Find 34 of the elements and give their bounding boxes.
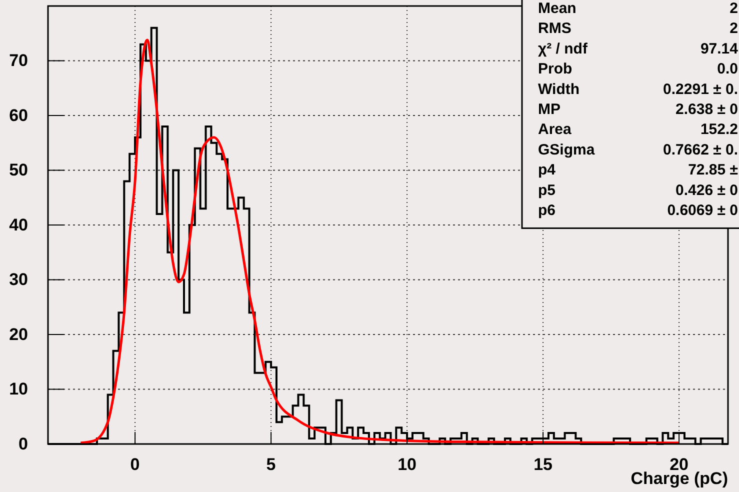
y-tick-label: 40 [9, 215, 28, 234]
annotation: MP [538, 101, 560, 118]
annotation: 0.2291 ± 0. [663, 80, 738, 98]
y-tick-label: 70 [9, 51, 28, 70]
annotation: χ² / ndf [538, 40, 588, 58]
annotation: 97.14 [700, 40, 739, 58]
y-tick-label: 10 [9, 380, 28, 399]
annotation: 0.6069 ± 0 [667, 202, 738, 219]
annotation: p5 [538, 182, 556, 199]
annotation: 0.7662 ± 0. [663, 141, 738, 158]
annotation: 0.426 ± 0 [676, 182, 738, 199]
annotation: 2.638 ± 0 [676, 101, 738, 118]
annotation: GSigma [538, 141, 596, 158]
x-tick-label: 10 [398, 455, 416, 474]
x-tick-label: 5 [266, 455, 276, 474]
annotation: p6 [538, 202, 556, 219]
y-tick-label: 60 [9, 106, 28, 125]
annotation: p4 [538, 162, 556, 179]
y-tick-label: 0 [18, 434, 28, 454]
y-tick-label: 20 [9, 324, 28, 344]
x-tick-label: 0 [130, 455, 140, 474]
annotation: 72.85 ± [688, 162, 738, 179]
annotation: Prob [538, 60, 572, 78]
text: 2 [730, 20, 738, 38]
text: 2 [730, 0, 738, 17]
annotation: 0.0 [717, 60, 738, 78]
y-tick-label: 50 [9, 160, 28, 180]
annotation: Area [538, 121, 572, 138]
y-tick-label: 30 [9, 270, 28, 290]
annotation: Mean [538, 0, 576, 17]
annotation: Width [538, 80, 580, 98]
annotation: RMS [538, 20, 572, 38]
x-tick-label: 15 [534, 455, 552, 474]
annotation: 152.2 [700, 121, 738, 138]
